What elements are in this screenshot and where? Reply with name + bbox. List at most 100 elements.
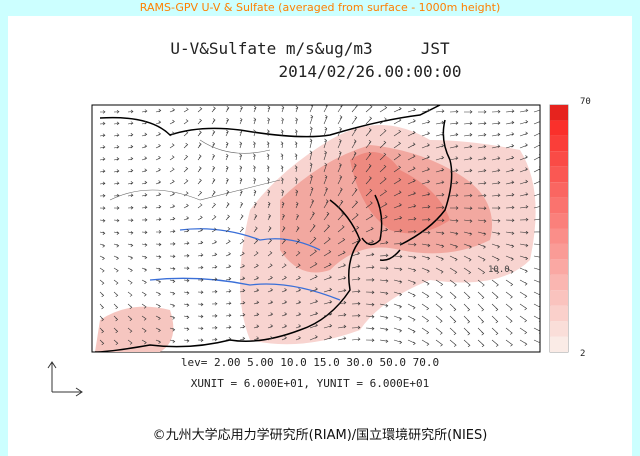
wind-arrow <box>309 211 315 221</box>
wind-arrow <box>281 189 285 197</box>
wind-arrow <box>169 216 176 221</box>
wind-arrow <box>141 180 148 185</box>
wind-arrow <box>365 201 373 209</box>
wind-arrow <box>211 166 216 173</box>
wind-arrow <box>463 243 472 249</box>
wind-arrow <box>491 267 500 275</box>
wind-arrow <box>183 107 189 113</box>
wind-arrow <box>267 263 273 269</box>
wind-arrow <box>407 119 416 125</box>
wind-arrow <box>127 144 134 149</box>
wind-arrow <box>421 255 431 261</box>
wind-arrow <box>505 218 515 223</box>
wind-arrow <box>266 141 270 149</box>
wind-arrow <box>225 190 230 197</box>
wind-arrow <box>477 231 487 236</box>
wind-arrow <box>491 279 499 287</box>
wind-arrow <box>127 327 133 333</box>
wind-arrow <box>323 174 328 185</box>
wind-arrow <box>239 105 243 113</box>
wind-arrow <box>421 131 431 137</box>
wind-arrow <box>267 226 272 233</box>
wind-arrow <box>449 109 459 114</box>
wind-arrow <box>99 303 105 310</box>
wind-arrow <box>421 155 430 161</box>
colorbar-step <box>550 151 568 167</box>
wind-arrow <box>211 302 218 306</box>
wind-arrow <box>253 312 260 317</box>
wind-arrow <box>351 251 361 257</box>
wind-arrow <box>337 187 343 197</box>
wind-arrow <box>295 324 302 329</box>
wind-arrow <box>253 177 257 185</box>
wind-arrow <box>449 255 458 262</box>
wind-arrow <box>211 227 217 233</box>
wind-arrow <box>309 199 315 209</box>
wind-arrow <box>239 288 246 293</box>
wind-arrow <box>393 129 402 137</box>
wind-arrow <box>323 249 332 257</box>
wind-arrow <box>365 151 372 161</box>
wind-arrow <box>519 255 529 261</box>
wind-arrow <box>379 253 389 258</box>
wind-arrow <box>309 138 313 149</box>
wind-arrow <box>295 300 302 305</box>
wind-arrow <box>323 162 328 173</box>
wind-arrow <box>491 193 501 198</box>
plot-time: 2014/02/26.00:00:00 <box>278 62 461 81</box>
wind-arrow <box>197 228 204 233</box>
wind-arrow <box>519 327 528 335</box>
wind-arrow <box>435 279 444 287</box>
wind-arrow <box>379 117 387 125</box>
wind-arrow <box>281 105 285 113</box>
wind-arrow <box>491 327 499 336</box>
wind-arrow <box>99 121 106 126</box>
wind-arrow <box>127 315 133 321</box>
wind-arrow <box>337 199 344 209</box>
wind-arrow <box>393 291 403 297</box>
wind-arrow <box>253 189 257 197</box>
wind-arrow <box>169 191 175 197</box>
colorbar-step <box>550 228 568 244</box>
wind-arrow <box>127 193 134 197</box>
wind-arrow <box>435 120 445 125</box>
wind-arrow <box>463 132 473 137</box>
wind-arrow <box>491 303 499 312</box>
wind-arrow <box>141 109 148 113</box>
wind-arrow <box>169 204 176 209</box>
wind-arrow <box>421 143 430 149</box>
wind-arrow <box>309 114 314 125</box>
wind-arrow <box>421 327 430 335</box>
wind-arrow <box>463 181 473 185</box>
wind-arrow <box>323 105 329 113</box>
wind-arrow <box>533 178 540 185</box>
wind-arrow <box>267 312 274 317</box>
wind-arrow <box>393 339 403 345</box>
wind-arrow <box>169 339 176 344</box>
wind-arrow <box>211 190 216 197</box>
wind-arrow <box>337 162 342 173</box>
wind-arrow <box>155 303 161 309</box>
wind-arrow <box>197 215 203 221</box>
wind-arrow <box>295 275 301 281</box>
wind-arrow <box>435 243 445 248</box>
wind-arrow <box>211 106 216 113</box>
wind-arrow <box>407 229 417 234</box>
wind-arrow <box>463 219 473 223</box>
wind-arrow <box>211 337 218 342</box>
wind-arrow <box>197 253 204 257</box>
wind-arrow <box>253 117 257 125</box>
wind-arrow <box>323 275 332 281</box>
wind-arrow <box>477 206 487 211</box>
wind-arrow <box>477 255 486 262</box>
wind-arrow <box>141 291 147 297</box>
wind-arrow <box>155 339 162 344</box>
wind-arrow <box>155 168 161 173</box>
wind-arrow <box>323 335 333 341</box>
wind-arrow <box>99 157 106 161</box>
coastline <box>379 119 453 262</box>
wind-arrow <box>253 263 259 269</box>
wind-arrow <box>337 105 344 113</box>
wind-arrow <box>267 117 270 125</box>
wind-arrow <box>99 291 105 298</box>
